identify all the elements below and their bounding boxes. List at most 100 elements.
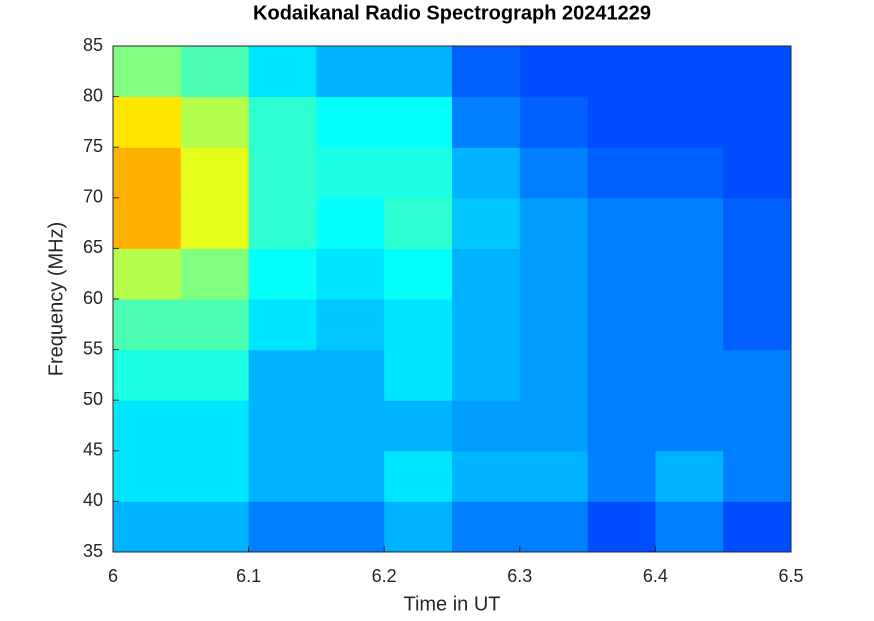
heatmap-cell (655, 299, 724, 351)
x-tick-label: 6.1 (236, 566, 261, 586)
heatmap-cell (587, 299, 656, 351)
heatmap-cell (248, 349, 317, 401)
heatmap-cell (723, 450, 792, 502)
heatmap-cell (180, 46, 250, 98)
heatmap-cell (384, 501, 453, 553)
heatmap-cell (519, 299, 589, 351)
heatmap-cell (519, 400, 589, 452)
heatmap-cell (452, 400, 521, 452)
heatmap-cell (519, 501, 589, 553)
heatmap-cell (587, 450, 656, 502)
heatmap-cell (587, 501, 656, 553)
heatmap-cell (723, 197, 792, 249)
heatmap-cell (113, 299, 182, 351)
y-tick-label: 75 (83, 136, 103, 156)
heatmap-cell (316, 96, 385, 148)
y-tick-label: 55 (83, 338, 103, 358)
y-tick-label: 70 (83, 187, 103, 207)
heatmap-cell (452, 96, 521, 148)
chart-title: Kodaikanal Radio Spectrograph 20241229 (253, 2, 651, 24)
heatmap-cell (248, 400, 317, 452)
heatmap-cell (384, 400, 453, 452)
heatmap-cell (655, 450, 724, 502)
heatmap-cell (113, 349, 182, 401)
heatmap-cell (452, 349, 521, 401)
heatmap-cell (180, 400, 250, 452)
heatmap-cell (180, 501, 250, 553)
heatmap-cell (384, 147, 453, 199)
heatmap-cell (180, 147, 250, 199)
y-tick-label: 40 (83, 490, 103, 510)
x-axis-label: Time in UT (403, 593, 500, 615)
heatmap-cell (384, 46, 453, 98)
heatmap-cell (180, 197, 250, 249)
heatmap-cell (655, 96, 724, 148)
heatmap-cell (113, 248, 182, 300)
heatmap-cell (519, 450, 589, 502)
heatmap-cell (519, 147, 589, 199)
heatmap-cell (655, 349, 724, 401)
heatmap-cell (113, 400, 182, 452)
heatmap-cell (655, 197, 724, 249)
heatmap-cell (519, 248, 589, 300)
heatmap-cell (316, 299, 385, 351)
heatmap-cell (452, 248, 521, 300)
heatmap-cell (655, 248, 724, 300)
heatmap-cell (316, 46, 385, 98)
heatmap-cell (316, 197, 385, 249)
heatmap-cell (384, 197, 453, 249)
heatmap-cell (180, 349, 250, 401)
heatmap-cell (519, 46, 589, 98)
x-tick-label: 6 (108, 566, 118, 586)
heatmap-cell (316, 349, 385, 401)
heatmap-cell (587, 349, 656, 401)
heatmap-cell (248, 46, 317, 98)
heatmap-cell (248, 450, 317, 502)
y-tick-label: 80 (83, 85, 103, 105)
y-tick-label: 65 (83, 237, 103, 257)
heatmap-cell (180, 450, 250, 502)
heatmap-cell (723, 349, 792, 401)
heatmap-cell (655, 46, 724, 98)
heatmap-cell (452, 501, 521, 553)
heatmap-cell (723, 96, 792, 148)
heatmap-cell (723, 400, 792, 452)
heatmap-cell (452, 147, 521, 199)
heatmap-cell (587, 46, 656, 98)
heatmap-cell (113, 147, 182, 199)
heatmap-cell (316, 501, 385, 553)
heatmap-cell (723, 501, 792, 553)
heatmap-cell (384, 248, 453, 300)
heatmap-cell (587, 400, 656, 452)
heatmap-cell (655, 400, 724, 452)
heatmap-cell (248, 96, 317, 148)
heatmap-cell (113, 197, 182, 249)
heatmap-cell (519, 349, 589, 401)
heatmap-cell (113, 96, 182, 148)
heatmap-cell (723, 147, 792, 199)
heatmap-cell (655, 147, 724, 199)
heatmap-cell (248, 248, 317, 300)
heatmap (113, 46, 792, 553)
heatmap-cell (316, 248, 385, 300)
heatmap-cell (452, 46, 521, 98)
x-tick-label: 6.3 (507, 566, 532, 586)
heatmap-cell (316, 450, 385, 502)
heatmap-cell (248, 299, 317, 351)
heatmap-cell (248, 197, 317, 249)
y-tick-label: 85 (83, 35, 103, 55)
heatmap-cell (452, 450, 521, 502)
heatmap-cell (587, 147, 656, 199)
y-tick-label: 45 (83, 440, 103, 460)
heatmap-cell (587, 96, 656, 148)
heatmap-cell (384, 349, 453, 401)
heatmap-cell (587, 197, 656, 249)
heatmap-cell (113, 46, 182, 98)
y-tick-label: 50 (83, 389, 103, 409)
heatmap-cell (384, 450, 453, 502)
heatmap-cell (519, 197, 589, 249)
heatmap-cell (723, 299, 792, 351)
y-tick-label: 35 (83, 541, 103, 561)
heatmap-cell (452, 299, 521, 351)
